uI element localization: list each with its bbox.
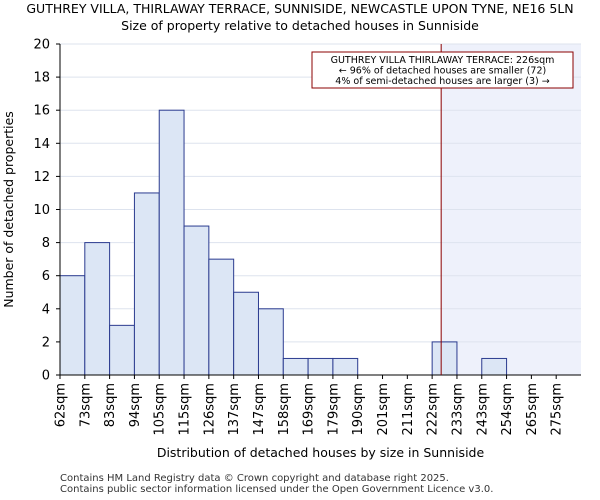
y-tick-label-20: 20 <box>33 38 50 53</box>
bar-105sqm <box>158 109 185 376</box>
x-tick-label-265sqm: 265sqm <box>525 383 540 436</box>
x-tick-label-201sqm: 201sqm <box>376 383 391 436</box>
bar-62sqm <box>59 275 86 376</box>
y-axis-title: Number of detached properties <box>1 111 16 308</box>
x-tick-label-243sqm: 243sqm <box>475 383 490 436</box>
x-tick-label-233sqm: 233sqm <box>450 383 465 436</box>
bar-115sqm <box>183 225 210 376</box>
footer-line-1: Contains HM Land Registry data © Crown c… <box>60 473 449 484</box>
x-axis-title: Distribution of detached houses by size … <box>157 445 485 460</box>
bar-179sqm <box>332 357 359 376</box>
x-tick-label-179sqm: 179sqm <box>326 383 341 436</box>
annotation-line-2: ← 96% of detached houses are smaller (72… <box>339 66 546 77</box>
x-tick-label-147sqm: 147sqm <box>252 383 267 436</box>
x-tick-label-73sqm: 73sqm <box>78 383 93 427</box>
y-tick-label-0: 0 <box>42 369 50 384</box>
bar-73sqm <box>84 242 111 376</box>
y-tick-label-4: 4 <box>42 302 50 317</box>
x-tick-label-211sqm: 211sqm <box>401 383 416 436</box>
x-tick-label-137sqm: 137sqm <box>227 383 242 436</box>
y-tick-label-10: 10 <box>33 203 50 218</box>
y-tick-label-18: 18 <box>33 71 50 86</box>
x-tick-label-169sqm: 169sqm <box>302 383 317 436</box>
bar-243sqm <box>481 357 508 376</box>
y-tick-label-8: 8 <box>42 236 50 251</box>
x-tick-label-94sqm: 94sqm <box>128 383 143 427</box>
y-tick-label-6: 6 <box>42 269 50 284</box>
x-tick-label-62sqm: 62sqm <box>54 383 69 427</box>
y-tick-label-12: 12 <box>33 170 50 185</box>
x-tick-label-190sqm: 190sqm <box>351 383 366 436</box>
x-tick-label-105sqm: 105sqm <box>153 383 168 436</box>
x-tick-label-222sqm: 222sqm <box>426 383 441 436</box>
bar-222sqm <box>431 341 458 376</box>
x-tick-label-115sqm: 115sqm <box>178 383 193 436</box>
annotation-box <box>311 51 574 89</box>
bar-94sqm <box>133 192 160 376</box>
y-tick-label-2: 2 <box>42 335 50 350</box>
chart-title: GUTHREY VILLA, THIRLAWAY TERRACE, SUNNIS… <box>26 1 574 16</box>
x-tick-label-158sqm: 158sqm <box>277 383 292 436</box>
y-tick-label-14: 14 <box>33 137 50 152</box>
x-tick-label-254sqm: 254sqm <box>500 383 515 436</box>
chart-subtitle: Size of property relative to detached ho… <box>121 18 479 33</box>
bar-169sqm <box>307 357 334 376</box>
bar-137sqm <box>233 291 259 376</box>
x-tick-label-83sqm: 83sqm <box>103 383 118 427</box>
annotation-line-1: GUTHREY VILLA THIRLAWAY TERRACE: 226sqm <box>331 55 555 66</box>
x-tick-label-126sqm: 126sqm <box>202 383 217 436</box>
x-tick-label-275sqm: 275sqm <box>550 383 565 436</box>
bar-83sqm <box>109 324 135 376</box>
annotation-line-3: 4% of semi-detached houses are larger (3… <box>335 76 549 87</box>
bar-126sqm <box>208 258 235 376</box>
y-tick-label-16: 16 <box>33 104 50 119</box>
bar-158sqm <box>282 357 309 376</box>
footer-line-2: Contains public sector information licen… <box>60 484 494 495</box>
bar-147sqm <box>257 308 284 376</box>
